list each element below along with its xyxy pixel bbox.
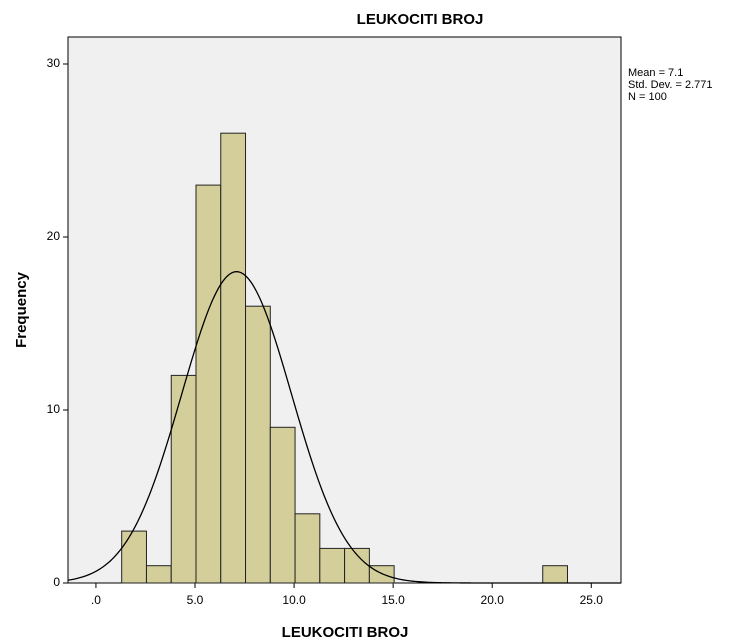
x-tick-label: 15.0: [381, 593, 405, 607]
y-tick-label: 10: [47, 402, 61, 416]
y-tick-label: 20: [47, 229, 61, 243]
bar: [145, 565, 172, 584]
normal-curve: [67, 271, 621, 584]
bar: [344, 547, 370, 584]
bar: [294, 513, 321, 584]
x-tick-label: 25.0: [580, 593, 604, 607]
bar: [542, 565, 569, 584]
bar: [269, 426, 296, 584]
x-tick-label: 5.0: [187, 593, 204, 607]
x-tick-label: 20.0: [481, 593, 505, 607]
stat-mean: Mean = 7.1: [628, 67, 683, 79]
bar: [121, 530, 147, 584]
x-tick-label: 10.0: [282, 593, 306, 607]
bar: [195, 184, 222, 584]
bar: [319, 547, 346, 584]
y-tick-label: 30: [47, 56, 61, 70]
x-tick-label: .0: [91, 593, 101, 607]
plot-area: [67, 36, 622, 584]
x-axis-label: LEUKOCITI BROJ: [282, 624, 409, 641]
stat-n: N = 100: [628, 91, 667, 103]
bar: [220, 132, 247, 584]
y-tick-label: 0: [53, 575, 60, 589]
chart-title: LEUKOCITI BROJ: [357, 11, 484, 28]
bar: [170, 374, 197, 584]
y-axis-label: Frequency: [13, 271, 30, 348]
stat-std: Std. Dev. = 2.771: [628, 79, 713, 91]
bar: [245, 305, 271, 584]
